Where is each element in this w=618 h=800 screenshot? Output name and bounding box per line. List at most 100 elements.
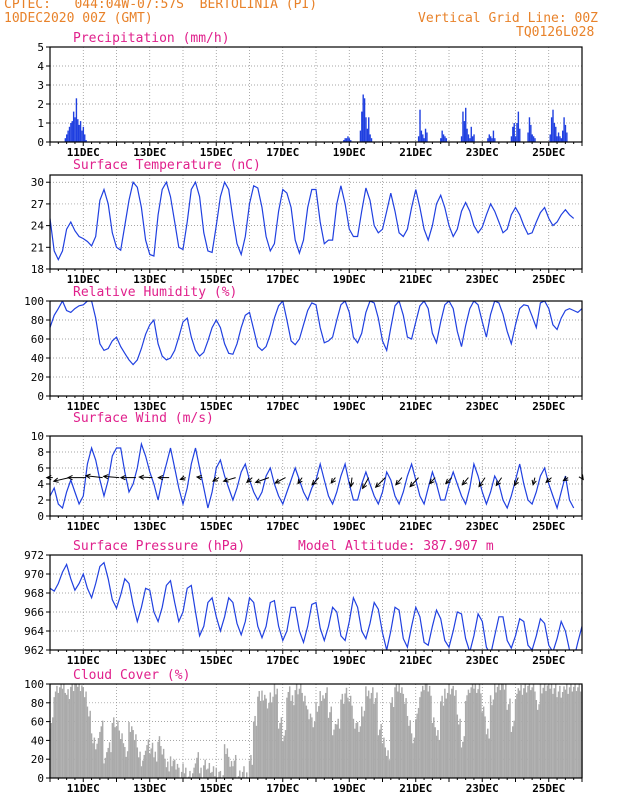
panel-1-precip-bar <box>473 134 475 142</box>
panel-6-cloud-bar <box>545 691 547 778</box>
panel-1-precip-bar <box>463 121 466 142</box>
panel-1-precip-bar <box>365 117 367 142</box>
panel-6-cloud-bar <box>568 687 571 778</box>
panel-4-wind-vector-head <box>428 478 435 485</box>
panel-4-wind-vector <box>311 477 320 486</box>
panel-6-cloud-bar <box>103 763 105 778</box>
panel-6-cloud-bar <box>538 704 540 778</box>
panel-6-cloud-bar <box>344 693 346 778</box>
panel-6-cloud-bar <box>528 684 531 778</box>
panel-6-cloud-bar <box>200 767 202 778</box>
panel-1-date-label: 23DEC <box>466 146 499 159</box>
panel-6-date-label: 17DEC <box>266 782 299 795</box>
panel-6-cloud-bar <box>415 719 417 778</box>
panel-6-cloud-bar <box>541 693 543 778</box>
panel-6-cloud-bar <box>500 684 503 778</box>
panel-6-cloud-bar <box>204 759 206 778</box>
panel-6-cloud-bar <box>366 696 369 778</box>
panel-2-series-line <box>50 180 575 261</box>
panel-2-ytick-label: 27 <box>31 198 44 211</box>
panel-4-wind-vector-head <box>84 473 91 479</box>
panel-6-ytick-label: 80 <box>31 697 44 710</box>
panel-4-wind-vector-head <box>222 477 229 483</box>
panel-4-wind-vector-head <box>195 474 202 481</box>
panel-2-ytick-label: 21 <box>31 241 44 254</box>
panel-1-precip-bar <box>423 138 425 142</box>
panel-6-cloud-bar <box>560 697 562 778</box>
panel-6-cloud-bar <box>74 684 76 778</box>
panel-6-cloud-bar <box>437 730 439 778</box>
panel-4-wind-vector-head <box>274 478 281 484</box>
panel-6-cloud-bar <box>71 684 73 778</box>
panel-1-precip-bar <box>467 134 470 142</box>
panel-6-cloud-bar <box>473 688 475 778</box>
panel-6-cloud-bar <box>182 763 184 778</box>
panel-6-cloud-bar <box>532 684 535 778</box>
panel-6-cloud-bar <box>207 768 209 778</box>
panel-6-cloud-bar <box>302 701 305 778</box>
panel-1-ytick-label: 0 <box>37 136 44 149</box>
panel-1-precip-bar <box>368 117 370 142</box>
panel-6-cloud-bar <box>165 767 168 778</box>
panel-1-precip-bar <box>417 136 420 142</box>
panel-1-precip-bar <box>64 138 67 142</box>
panel-4-wind-vector-head <box>578 474 584 481</box>
panel-1-precip-bar <box>422 134 424 142</box>
panel-6-cloud-bar <box>135 734 137 778</box>
header-line1-left: CPTEC: 044:04W-07:57S BERTOLINIA (PI) <box>4 0 318 12</box>
panel-6-cloud-bar <box>505 684 507 778</box>
panel-6-cloud-bar <box>276 688 278 778</box>
panel-6-cloud-bar <box>413 737 416 778</box>
panel-4-wind-vector-head <box>311 479 318 486</box>
panel-1-precip-bar <box>510 136 513 142</box>
panel-6-cloud-bar <box>228 756 230 778</box>
panel-5-date-label: 11DEC <box>67 654 100 667</box>
panel-3-ytick-label: 20 <box>31 371 44 384</box>
panel-6-cloud-bar <box>570 684 572 778</box>
panel-6-cloud-bar <box>313 721 316 778</box>
panel-1-precip-bar <box>70 123 72 142</box>
panel-4-wind-vector <box>495 477 503 486</box>
panel-6-cloud-bar <box>301 692 303 778</box>
panel-1-precip-bar <box>420 130 423 142</box>
panel-6-cloud-bar <box>318 706 320 778</box>
panel-4-wind-vector-head <box>212 476 219 482</box>
panel-6-cloud-bar <box>257 696 259 778</box>
panel-6-cloud-bar <box>449 694 452 778</box>
panel-3-date-label: 17DEC <box>266 400 299 413</box>
panel-6-cloud-bar <box>338 728 341 778</box>
panel-3-ytick-label: 40 <box>31 352 44 365</box>
panel-6-cloud-bar <box>126 751 129 778</box>
panel-4-wind-vector <box>255 477 270 483</box>
panel-1-precip-bar <box>469 138 471 142</box>
panel-1-precip-bar <box>487 138 489 142</box>
panel-6-cloud-bar <box>444 688 446 778</box>
panel-6-cloud-bar <box>214 776 216 778</box>
panel-2-title: Surface Temperature (nC) <box>73 158 261 173</box>
panel-1-precip-bar <box>345 138 348 142</box>
panel-1-date-label: 17DEC <box>266 146 299 159</box>
panel-4-wind-vector-head <box>102 474 109 480</box>
panel-6-cloud-bar <box>398 684 400 778</box>
panel-1-precip-bar <box>470 126 472 142</box>
panel-6-cloud-bar <box>149 754 151 778</box>
panel-5-date-label: 17DEC <box>266 654 299 667</box>
panel-6-cloud-bar <box>337 718 339 778</box>
panel-6-cloud-bar <box>252 721 255 778</box>
panel-4-wind-vector-head <box>545 477 552 484</box>
panel-1-precip-bar <box>550 117 553 142</box>
panel-6-cloud-bar <box>492 699 495 778</box>
panel-6-cloud-bar <box>164 758 166 778</box>
panel-6-cloud-bar <box>416 713 418 778</box>
panel-3-ytick-label: 100 <box>24 295 44 308</box>
panel-1-precip-bar <box>66 134 68 142</box>
panel-2-date-label: 17DEC <box>266 273 299 286</box>
panel-1-precip-bar <box>556 136 558 142</box>
panel-6-cloud-bar <box>61 688 64 778</box>
panel-6-date-label: 21DEC <box>399 782 432 795</box>
panel-6-cloud-bar <box>115 726 118 778</box>
panel-6-cloud-bar <box>369 698 371 778</box>
panel-6-cloud-bar <box>107 747 109 778</box>
panel-6-date-label: 15DEC <box>200 782 233 795</box>
panel-6-cloud-bar <box>513 720 515 778</box>
